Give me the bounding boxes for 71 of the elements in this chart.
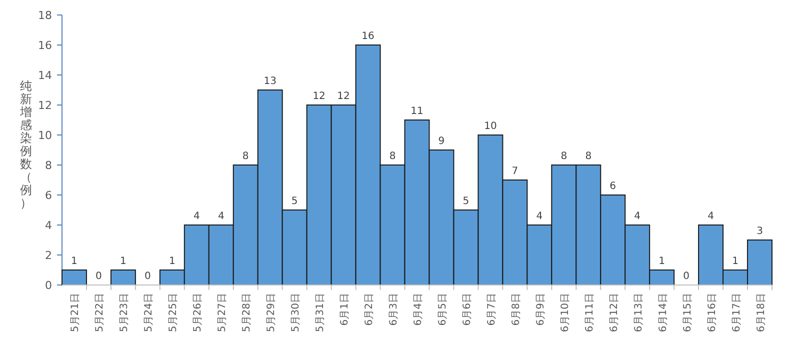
data-label: 1 <box>658 256 666 267</box>
data-label: 8 <box>560 151 568 162</box>
data-label: 7 <box>512 166 518 177</box>
data-label: 8 <box>242 151 249 162</box>
x-tick-label: 6月1日 <box>340 293 351 326</box>
y-tick-label: 12 <box>38 99 52 112</box>
data-label: 0 <box>683 271 690 282</box>
data-label: 4 <box>634 211 641 222</box>
y-tick-label: 18 <box>38 9 52 22</box>
x-tick-label: 5月28日 <box>242 293 253 332</box>
data-label: 0 <box>96 271 102 282</box>
data-label: 13 <box>264 76 276 87</box>
x-tick-label: 6月9日 <box>535 293 546 326</box>
x-tick-label: 5月30日 <box>290 293 302 332</box>
y-tick-label: 4 <box>45 219 52 232</box>
x-tick-label: 6月11日 <box>584 293 596 332</box>
x-tick-label: 6月10日 <box>560 293 571 332</box>
data-label: 5 <box>291 196 298 207</box>
x-tick-label: 5月24日 <box>144 293 155 332</box>
data-label: 0 <box>144 271 151 282</box>
y-tick-label: 2 <box>45 249 52 262</box>
x-tick-label: 6月17日 <box>731 293 742 332</box>
data-label: 1 <box>732 256 738 267</box>
x-tick-label: 6月16日 <box>706 293 718 332</box>
data-label: 4 <box>536 211 543 222</box>
data-label: 8 <box>389 151 396 162</box>
x-tick-label: 5月23日 <box>119 293 130 332</box>
data-label: 12 <box>312 91 326 102</box>
data-label: 3 <box>756 226 763 237</box>
x-tick-label: 6月8日 <box>510 293 522 326</box>
bar <box>110 270 136 286</box>
data-label: 5 <box>462 196 470 207</box>
data-label: 11 <box>410 106 424 117</box>
data-label: 9 <box>438 136 445 147</box>
data-label: 4 <box>708 211 714 222</box>
x-tick-label: 6月12日 <box>608 293 620 332</box>
x-tick-label: 6月4日 <box>413 293 424 326</box>
x-tick-label: 6月14日 <box>658 293 669 332</box>
x-tick-label: 6月2日 <box>364 293 376 326</box>
x-tick-label: 6月15日 <box>682 293 694 332</box>
x-tick-label: 6月3日 <box>388 293 400 326</box>
data-label: 16 <box>362 31 374 42</box>
data-label: 10 <box>484 121 497 132</box>
data-label: 1 <box>120 256 126 267</box>
x-tick-label: 5月22日 <box>94 293 106 332</box>
data-label: 1 <box>168 256 176 267</box>
data-label: 12 <box>337 91 350 102</box>
data-label: 1 <box>71 256 78 267</box>
y-tick-label: 8 <box>45 159 52 172</box>
bar <box>62 270 87 286</box>
data-label: 4 <box>218 211 224 222</box>
x-tick-label: 6月7日 <box>486 293 498 326</box>
y-tick-label: 14 <box>38 69 52 82</box>
x-tick-label: 5月26日 <box>192 293 204 332</box>
text: 纯新增感染例数（例） <box>20 79 32 210</box>
y-tick-label: 16 <box>38 39 52 52</box>
data-label: 4 <box>193 211 200 222</box>
data-label: 6 <box>610 181 616 192</box>
x-tick-label: 6月18日 <box>756 293 767 332</box>
x-tick-label: 6月5日 <box>437 293 448 326</box>
y-tick-label: 6 <box>45 189 52 202</box>
x-tick-label: 6月13日 <box>633 293 644 332</box>
y-tick-label: 10 <box>38 129 52 142</box>
x-tick-label: 5月25日 <box>168 293 180 332</box>
x-tick-label: 6月6日 <box>462 293 473 326</box>
x-tick-label: 5月27日 <box>217 293 228 332</box>
y-tick-label: 0 <box>45 279 52 292</box>
x-tick-label: 5月21日 <box>70 293 82 332</box>
x-tick-label: 5月31日 <box>315 293 326 332</box>
data-label: 8 <box>585 151 592 162</box>
x-tick-label: 5月29日 <box>266 293 278 332</box>
